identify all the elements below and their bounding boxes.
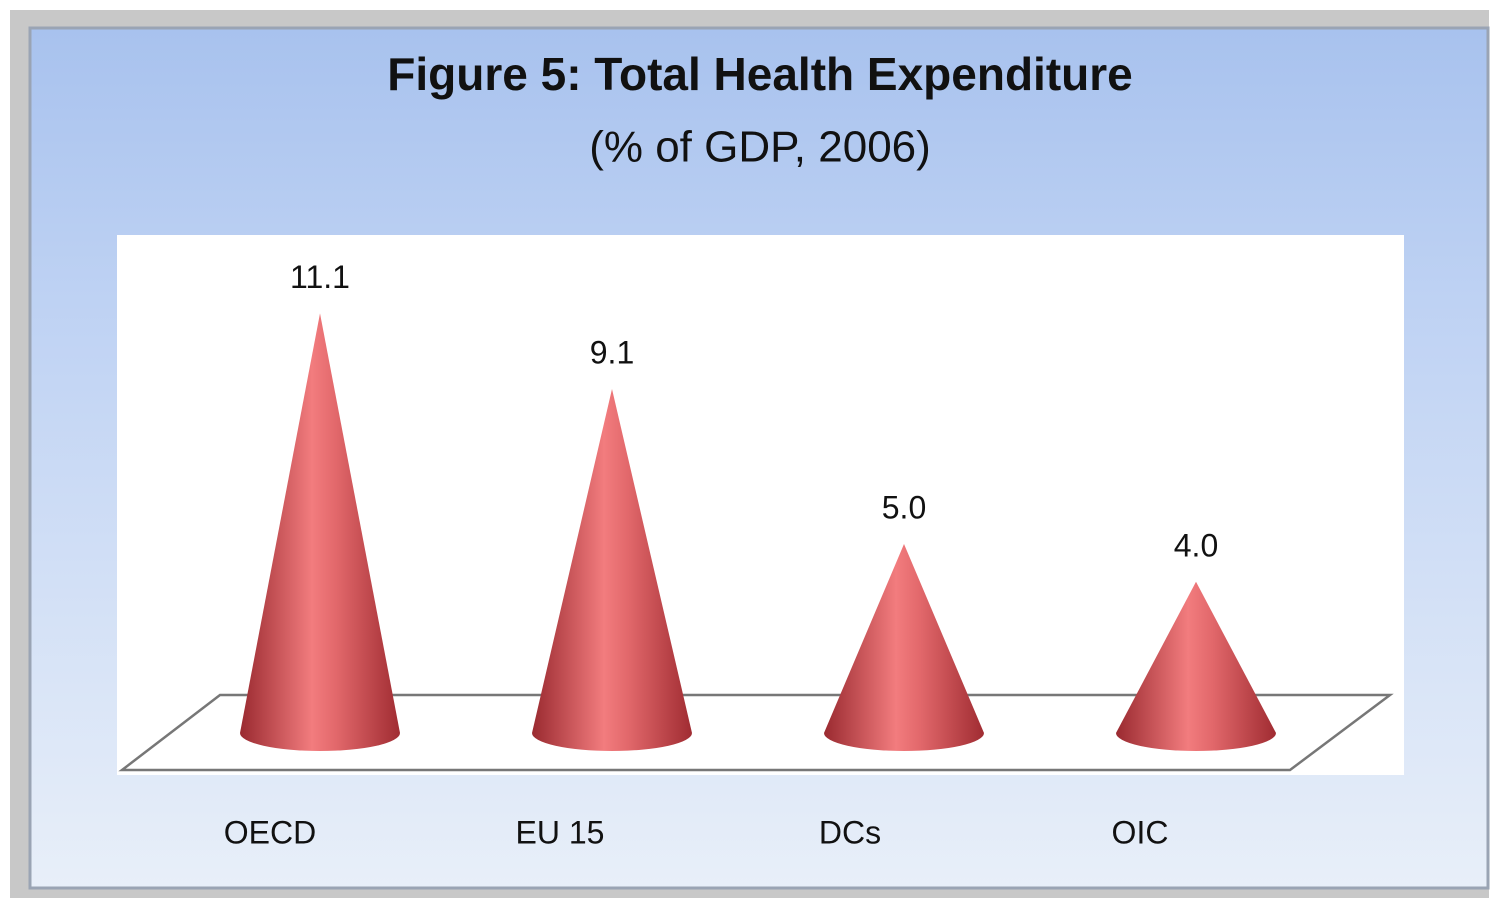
value-label: 5.0 [882,489,926,525]
value-label: 11.1 [290,259,350,295]
floor [118,693,1394,772]
cone [1116,581,1276,751]
x-tick-label: OECD [224,814,316,850]
chart-title: Figure 5: Total Health Expenditure [387,48,1132,100]
value-label: 4.0 [1174,527,1218,563]
value-label: 9.1 [590,334,634,370]
x-tick-label: DCs [819,814,881,850]
x-tick-label: EU 15 [516,814,605,850]
x-tick-label: OIC [1112,814,1169,850]
chart-subtitle: (% of GDP, 2006) [589,123,931,172]
cone [240,313,400,751]
cone [824,544,984,751]
cone [532,389,692,751]
